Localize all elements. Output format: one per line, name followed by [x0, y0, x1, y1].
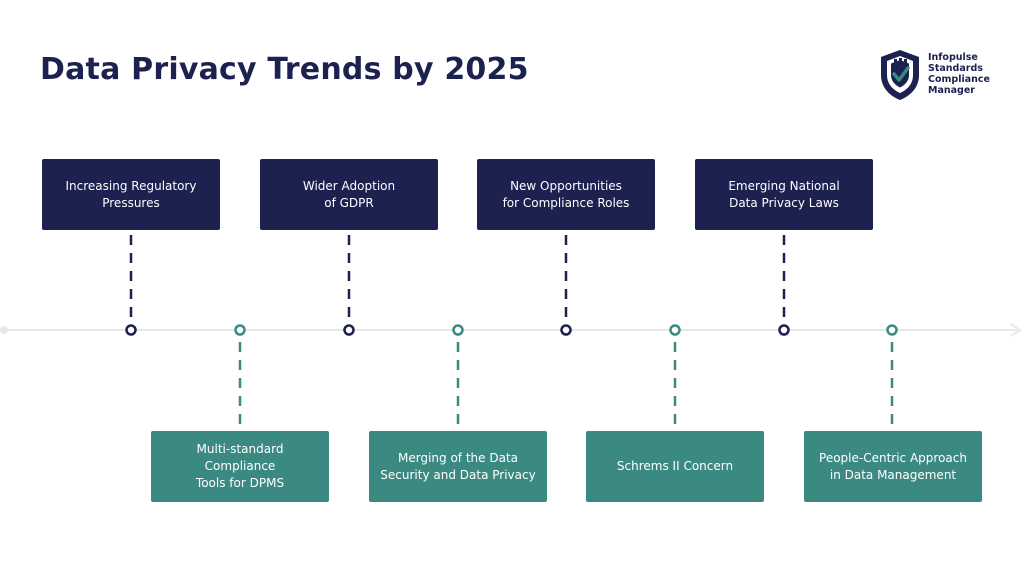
connector-dash: [238, 342, 242, 431]
timeline-node: [234, 324, 246, 336]
timeline-node: [125, 324, 137, 336]
trend-box-top: New Opportunities for Compliance Roles: [477, 159, 655, 230]
trend-label: Data Privacy Laws: [729, 195, 839, 210]
page-title: Data Privacy Trends by 2025: [40, 52, 529, 87]
connector-dash: [456, 342, 460, 431]
trend-label: for Compliance Roles: [502, 195, 630, 210]
trend-label: Wider Adoption: [302, 178, 396, 193]
timeline-node: [886, 324, 898, 336]
connector-dash: [890, 342, 894, 431]
connector-dash: [673, 342, 677, 431]
logo: Infopulse Standards Compliance Manager: [878, 48, 998, 104]
trend-label: New Opportunities: [510, 178, 622, 193]
shield-check-icon: [881, 50, 919, 100]
trend-label: Increasing Regulatory: [65, 178, 197, 193]
trend-box-bottom: People-Centric Approach in Data Managemen…: [804, 431, 982, 502]
trend-label: Merging of the Data: [398, 450, 518, 465]
logo-text: Infopulse Standards Compliance Manager: [928, 52, 990, 96]
trend-label: in Data Management: [829, 467, 957, 482]
connector-dash: [347, 235, 351, 324]
logo-line: Manager: [928, 85, 975, 96]
trend-box-top: Wider Adoption of GDPR: [260, 159, 438, 230]
trend-label: of GDPR: [324, 195, 374, 210]
connector-dash: [129, 235, 133, 324]
timeline-node: [343, 324, 355, 336]
trend-label: Security and Data Privacy: [380, 467, 536, 482]
timeline-node: [778, 324, 790, 336]
logo-line: Infopulse: [928, 52, 978, 63]
trend-label: Emerging National: [728, 178, 840, 193]
trend-box-bottom: Merging of the Data Security and Data Pri…: [369, 431, 547, 502]
trend-label: Pressures: [102, 195, 160, 210]
logo-line: Compliance: [928, 74, 990, 85]
connector-dash: [782, 235, 786, 324]
logo-line: Standards: [928, 63, 983, 74]
trend-box-top: Increasing Regulatory Pressures: [42, 159, 220, 230]
timeline-node: [452, 324, 464, 336]
connector-dash: [564, 235, 568, 324]
trend-label: Schrems II Concern: [616, 459, 734, 473]
trend-label: Multi-standard Compliance: [196, 442, 284, 473]
trend-box-top: Emerging National Data Privacy Laws: [695, 159, 873, 230]
trend-box-bottom: Schrems II Concern: [586, 431, 764, 502]
trend-label: People-Centric Approach: [819, 450, 967, 465]
trend-box-bottom: Multi-standard Compliance Tools for DPMS: [151, 431, 329, 502]
timeline-axis: [0, 323, 1022, 337]
trend-label: Tools for DPMS: [195, 476, 285, 490]
timeline-node: [560, 324, 572, 336]
timeline-node: [669, 324, 681, 336]
